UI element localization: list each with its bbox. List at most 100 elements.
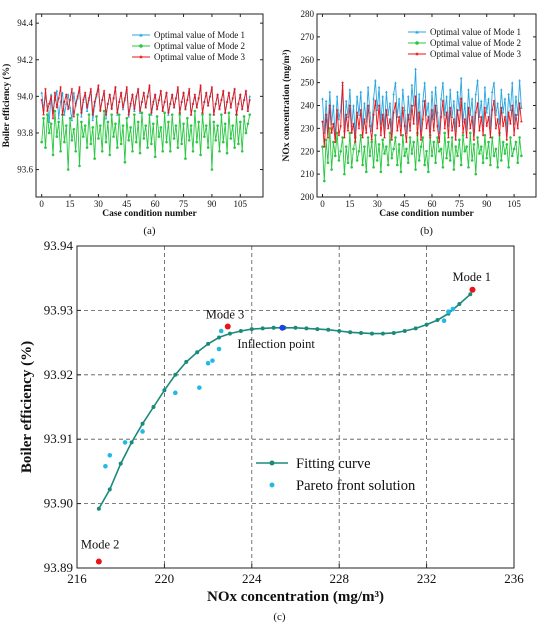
data-point: [430, 90, 434, 93]
data-point: [229, 105, 233, 109]
data-point: [509, 108, 512, 112]
data-point: [363, 101, 366, 105]
data-point: [59, 149, 62, 153]
fitting-curve-point: [238, 329, 243, 334]
data-point: [328, 127, 332, 130]
data-point: [157, 135, 161, 138]
data-point: [463, 117, 467, 121]
data-point: [476, 136, 479, 139]
data-point: [372, 165, 375, 169]
data-point: [492, 99, 496, 103]
data-point: [95, 115, 98, 118]
fitting-curve-point: [359, 330, 364, 335]
data-point: [419, 138, 423, 142]
data-point: [492, 81, 496, 84]
data-point: [85, 146, 89, 149]
y-tick-label: 93.90: [44, 496, 73, 511]
data-point: [206, 103, 210, 107]
fitting-curve-point: [326, 327, 331, 332]
data-point: [174, 96, 178, 100]
data-point: [436, 111, 439, 114]
data-point: [514, 113, 518, 116]
data-point: [446, 135, 450, 139]
fitting-curve-point: [173, 372, 178, 377]
data-point: [216, 92, 220, 96]
data-point: [401, 88, 405, 91]
data-point: [144, 105, 148, 109]
data-point: [359, 90, 363, 93]
data-point: [450, 136, 454, 139]
data-point: [235, 113, 238, 116]
data-point: [204, 124, 208, 127]
data-point: [452, 117, 456, 121]
data-point: [108, 92, 112, 96]
data-point: [61, 113, 64, 116]
panel-label: (c): [273, 611, 286, 623]
data-point: [138, 151, 142, 155]
data-point: [434, 161, 437, 164]
data-point: [353, 140, 357, 144]
data-point: [421, 136, 425, 139]
data-point: [185, 98, 189, 102]
data-point: [479, 99, 483, 102]
data-point: [62, 100, 66, 104]
data-point: [337, 133, 341, 137]
data-point: [348, 103, 352, 107]
data-point: [496, 165, 499, 169]
data-point: [403, 154, 406, 158]
data-point: [150, 113, 153, 116]
data-point: [320, 119, 324, 123]
data-point: [244, 89, 248, 93]
data-point: [133, 113, 136, 116]
data-point: [333, 140, 337, 144]
data-point: [372, 97, 375, 100]
data-point: [123, 160, 127, 164]
fitting-curve-point: [162, 388, 167, 393]
data-point: [410, 152, 414, 155]
data-point: [406, 95, 410, 98]
data-point: [421, 117, 425, 121]
data-point: [439, 115, 443, 119]
data-point: [445, 156, 448, 160]
data-point: [428, 135, 432, 139]
data-point: [169, 149, 172, 153]
data-point: [170, 113, 174, 116]
plot-frame: [76, 245, 515, 569]
data-point: [153, 92, 157, 96]
data-point: [500, 159, 503, 162]
data-point: [385, 145, 388, 148]
data-point: [332, 104, 335, 107]
data-point: [53, 91, 57, 94]
data-point: [238, 92, 242, 96]
data-point: [388, 101, 392, 105]
data-point: [452, 168, 456, 171]
annotation-label: Mode 3: [206, 308, 245, 322]
x-tick-label: 232: [417, 571, 437, 586]
data-point: [98, 109, 102, 113]
data-point: [121, 105, 125, 109]
data-point: [516, 161, 520, 164]
y-tick-label: 94.4: [17, 18, 33, 28]
data-point: [352, 122, 355, 126]
data-point: [490, 90, 494, 93]
legend-label: Optimal value of Mode 1: [430, 27, 521, 37]
legend-marker: [139, 44, 143, 48]
x-tick-label: 105: [507, 199, 521, 209]
x-tick-label: 228: [329, 571, 349, 586]
data-point: [397, 143, 401, 146]
data-point: [106, 102, 110, 105]
data-point: [392, 92, 395, 96]
y-tick-label: 280: [301, 9, 315, 19]
y-tick-label: 93.93: [44, 302, 73, 317]
data-point: [223, 111, 227, 115]
data-point: [510, 81, 514, 84]
data-point: [116, 146, 119, 149]
data-point: [377, 103, 381, 107]
data-point: [476, 79, 479, 82]
data-point: [204, 91, 208, 94]
data-point: [240, 107, 244, 111]
data-point: [167, 113, 170, 116]
data-point: [200, 111, 204, 115]
pareto-point: [173, 390, 178, 396]
